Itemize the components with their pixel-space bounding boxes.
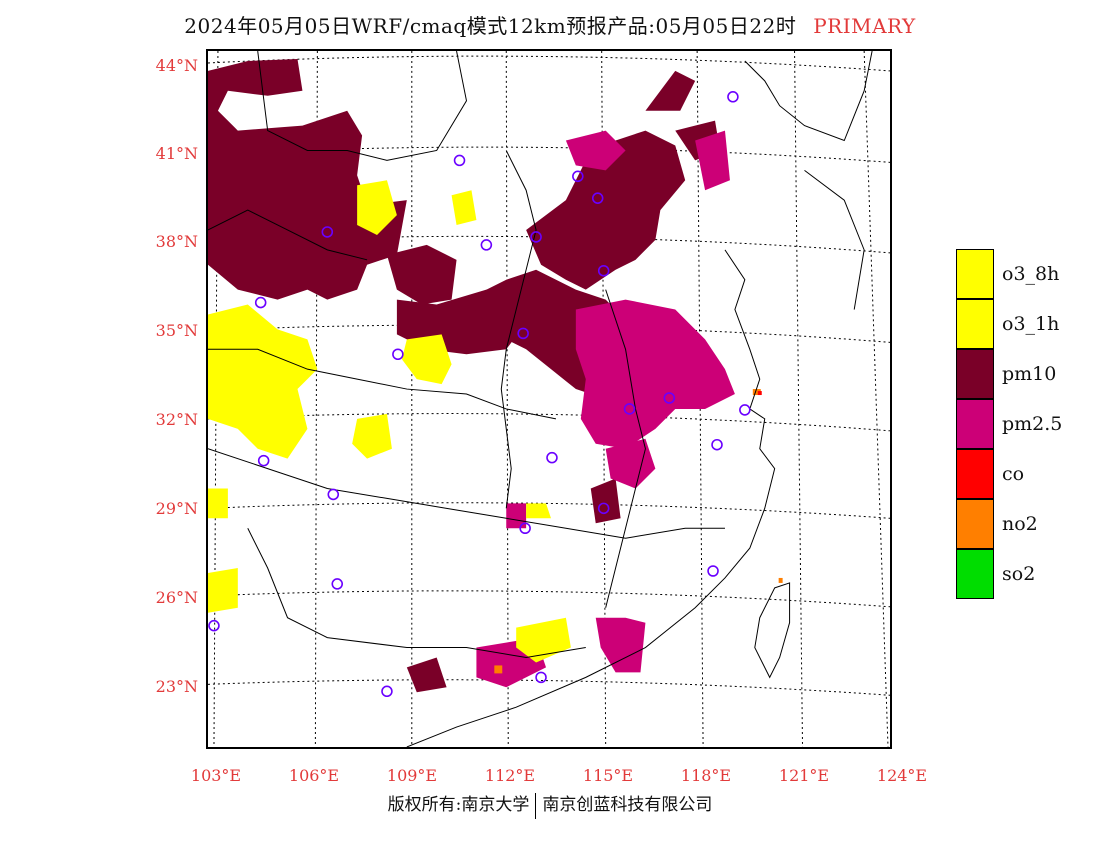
lat-label-38: 38°N [155, 232, 198, 251]
lon-label-109: 109°E [386, 766, 438, 785]
legend-label-co: co [1002, 463, 1025, 485]
lat-label-23: 23°N [155, 677, 198, 696]
footer-right: 南京创蓝科技有限公司 [542, 795, 713, 815]
stations [208, 91, 751, 698]
lon-label-106: 106°E [288, 766, 340, 785]
legend-swatch-o3-8h [956, 249, 994, 299]
pollutant-legend: o3_8h o3_1h pm10 pm2.5 co no2 so2 [956, 249, 1080, 599]
lon-label-118: 118°E [680, 766, 732, 785]
lat-label-29: 29°N [155, 499, 198, 518]
accent-cells [494, 389, 783, 674]
title-primary: PRIMARY [813, 14, 916, 38]
lon-label-124: 124°E [876, 766, 928, 785]
title-text: 2024年05月05日WRF/cmaq模式12km预报产品:05月05日22时 [184, 14, 797, 38]
legend-label-no2: no2 [1002, 513, 1038, 535]
legend-label-o3-1h: o3_1h [1002, 313, 1060, 335]
legend-item-o3-1h: o3_1h [956, 299, 1080, 349]
legend-item-no2: no2 [956, 499, 1080, 549]
legend-label-pm25: pm2.5 [1002, 413, 1063, 435]
legend-swatch-pm25 [956, 399, 994, 449]
lon-label-112: 112°E [484, 766, 536, 785]
lon-label-115: 115°E [582, 766, 634, 785]
lat-label-32: 32°N [155, 410, 198, 429]
lat-label-35: 35°N [155, 321, 198, 340]
legend-item-co: co [956, 449, 1080, 499]
footer-separator [535, 792, 537, 819]
map-plot-area [206, 49, 892, 749]
legend-swatch-pm10 [956, 349, 994, 399]
legend-label-o3-8h: o3_8h [1002, 263, 1060, 285]
legend-swatch-no2 [956, 499, 994, 549]
map-title: 2024年05月05日WRF/cmaq模式12km预报产品:05月05日22时 … [0, 10, 1100, 44]
lat-label-26: 26°N [155, 588, 198, 607]
legend-item-pm10: pm10 [956, 349, 1080, 399]
map-svg [208, 51, 890, 747]
legend-item-o3-8h: o3_8h [956, 249, 1080, 299]
boundaries [208, 51, 873, 747]
legend-swatch-co [956, 449, 994, 499]
lon-label-121: 121°E [778, 766, 830, 785]
lon-label-103: 103°E [190, 766, 242, 785]
lat-label-44: 44°N [155, 56, 198, 75]
legend-item-pm25: pm2.5 [956, 399, 1080, 449]
o3-regions [208, 180, 571, 663]
footer-left: 版权所有:南京大学 [387, 795, 530, 815]
legend-label-so2: so2 [1002, 563, 1036, 585]
legend-swatch-so2 [956, 549, 994, 599]
legend-label-pm10: pm10 [1002, 363, 1057, 385]
copyright-footer: 版权所有:南京大学 南京创蓝科技有限公司 [0, 790, 1100, 819]
pm25-regions [476, 130, 735, 688]
legend-swatch-o3-1h [956, 299, 994, 349]
lat-label-41: 41°N [155, 144, 198, 163]
legend-item-so2: so2 [956, 549, 1080, 599]
pm10-regions [208, 58, 720, 693]
